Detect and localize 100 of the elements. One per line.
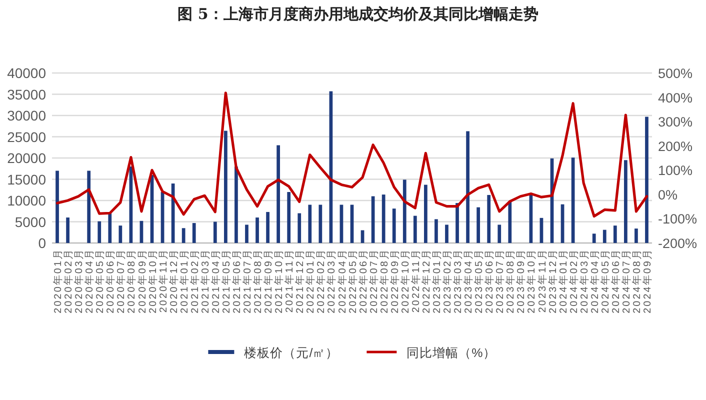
bar: [266, 212, 270, 243]
x-tick-label: 2022年03月: [326, 248, 338, 314]
y-tick-label: 20000: [7, 150, 46, 166]
bar: [118, 226, 122, 243]
x-tick-label: 2023年01月: [431, 248, 444, 314]
x-tick-label: 2024年09月: [642, 248, 654, 314]
x-tick-label: 2021年01月: [178, 248, 190, 314]
x-tick-label: 2020年09月: [136, 248, 148, 314]
x-tick-label: 2021年05月: [220, 248, 232, 314]
x-tick-label: 2020年07月: [115, 248, 128, 314]
x-tick-label: 2021年11月: [284, 248, 296, 313]
x-tick-label: 2020年02月: [62, 248, 75, 314]
x-tick-label: 2023年05月: [473, 248, 486, 314]
bar: [434, 219, 438, 243]
x-tick-label: 2020年11月: [157, 248, 170, 313]
x-tick-label: 2022年04月: [336, 248, 348, 314]
x-tick-label: 2020年10月: [146, 248, 159, 314]
bar: [276, 145, 280, 243]
x-tick-label: 2022年05月: [346, 248, 359, 314]
y-tick-label: 25000: [7, 128, 46, 145]
bar: [308, 204, 312, 243]
bar: [645, 116, 648, 243]
y-tick-label: 10000: [7, 192, 46, 208]
bar: [613, 226, 617, 243]
y2-tick-label: 100%: [658, 163, 693, 178]
bar: [234, 166, 238, 243]
bar: [487, 194, 491, 243]
x-tick-label: 2021年08月: [252, 248, 264, 314]
x-tick-label: 2021年04月: [210, 248, 222, 314]
x-tick-label: 2020年01月: [52, 248, 64, 314]
legend-label: 同比增幅（%）: [406, 346, 496, 360]
bar: [445, 224, 448, 243]
bar: [318, 204, 322, 243]
x-tick-label: 2021年06月: [231, 248, 244, 314]
bar: [402, 180, 406, 243]
x-tick-label: 2024年08月: [631, 248, 644, 314]
y2-tick-label: -100%: [658, 212, 698, 227]
bar: [108, 213, 112, 243]
y-tick-label: 15000: [7, 171, 46, 188]
x-tick-label: 2020年05月: [94, 248, 106, 314]
bar: [87, 170, 91, 243]
bar: [392, 208, 396, 243]
bar: [98, 221, 102, 243]
x-tick-label: 2021年10月: [273, 248, 286, 314]
x-tick-label: 2024年05月: [599, 248, 612, 314]
bar: [624, 160, 628, 243]
y2-tick-label: 0%: [658, 187, 678, 202]
y-tick-label: 35000: [7, 86, 46, 102]
y2-tick-label: 200%: [658, 138, 693, 154]
bar: [456, 203, 459, 243]
x-tick-label: 2020年04月: [84, 248, 96, 314]
x-tick-label: 2020年08月: [126, 248, 138, 314]
x-tick-label: 2022年10月: [399, 248, 412, 314]
x-tick-label: 2022年07月: [368, 248, 380, 314]
y-tick-label: 5000: [14, 214, 46, 230]
bar: [498, 224, 502, 243]
bar: [192, 223, 196, 243]
y2-tick-label: -200%: [658, 236, 698, 251]
x-tick-label: 2024年01月: [557, 248, 570, 314]
x-tick-label: 2023年06月: [484, 248, 496, 314]
x-tick-label: 2022年06月: [357, 248, 370, 314]
y2-tick-label: 400%: [658, 90, 693, 106]
bar: [592, 234, 596, 243]
x-tick-label: 2023年04月: [462, 248, 475, 314]
x-tick-label: 2021年07月: [242, 248, 254, 314]
y-tick-label: 30000: [7, 108, 46, 124]
x-tick-label: 2022年09月: [388, 248, 401, 314]
x-tick-label: 2023年12月: [546, 248, 559, 314]
x-tick-label: 2023年09月: [515, 248, 528, 314]
x-tick-label: 2023年02月: [442, 248, 454, 314]
bar: [245, 224, 248, 243]
x-tick-label: 2024年04月: [588, 248, 601, 314]
x-tick-label: 2022年12月: [420, 248, 432, 314]
bar: [466, 131, 470, 243]
x-tick-label: 2022年08月: [378, 248, 390, 314]
bar: [256, 218, 259, 243]
bar: [424, 184, 428, 243]
x-tick-label: 2022年11月: [410, 248, 422, 313]
x-tick-label: 2023年03月: [452, 248, 464, 314]
bar: [298, 213, 302, 243]
y2-tick-label: 500%: [658, 66, 693, 81]
x-tick-label: 2021年03月: [199, 248, 212, 314]
x-tick-label: 2021年02月: [188, 248, 201, 314]
bar: [382, 194, 386, 243]
line-series: [56, 92, 648, 218]
bar: [476, 207, 480, 243]
x-tick-label: 2020年12月: [168, 248, 180, 314]
x-tick-label: 2023年08月: [504, 248, 517, 314]
bar: [56, 170, 59, 243]
bar: [213, 222, 217, 243]
x-tick-label: 2021年12月: [294, 248, 306, 314]
bar: [602, 230, 606, 243]
bar: [413, 216, 417, 243]
y-tick-label: 0: [38, 235, 46, 251]
x-tick-label: 2021年09月: [262, 248, 275, 314]
y-tick-label: 40000: [7, 65, 46, 81]
x-tick-label: 2024年07月: [620, 248, 632, 314]
bar: [224, 130, 228, 243]
x-tick-label: 2020年06月: [104, 248, 117, 314]
x-tick-label: 2024年06月: [610, 248, 622, 314]
